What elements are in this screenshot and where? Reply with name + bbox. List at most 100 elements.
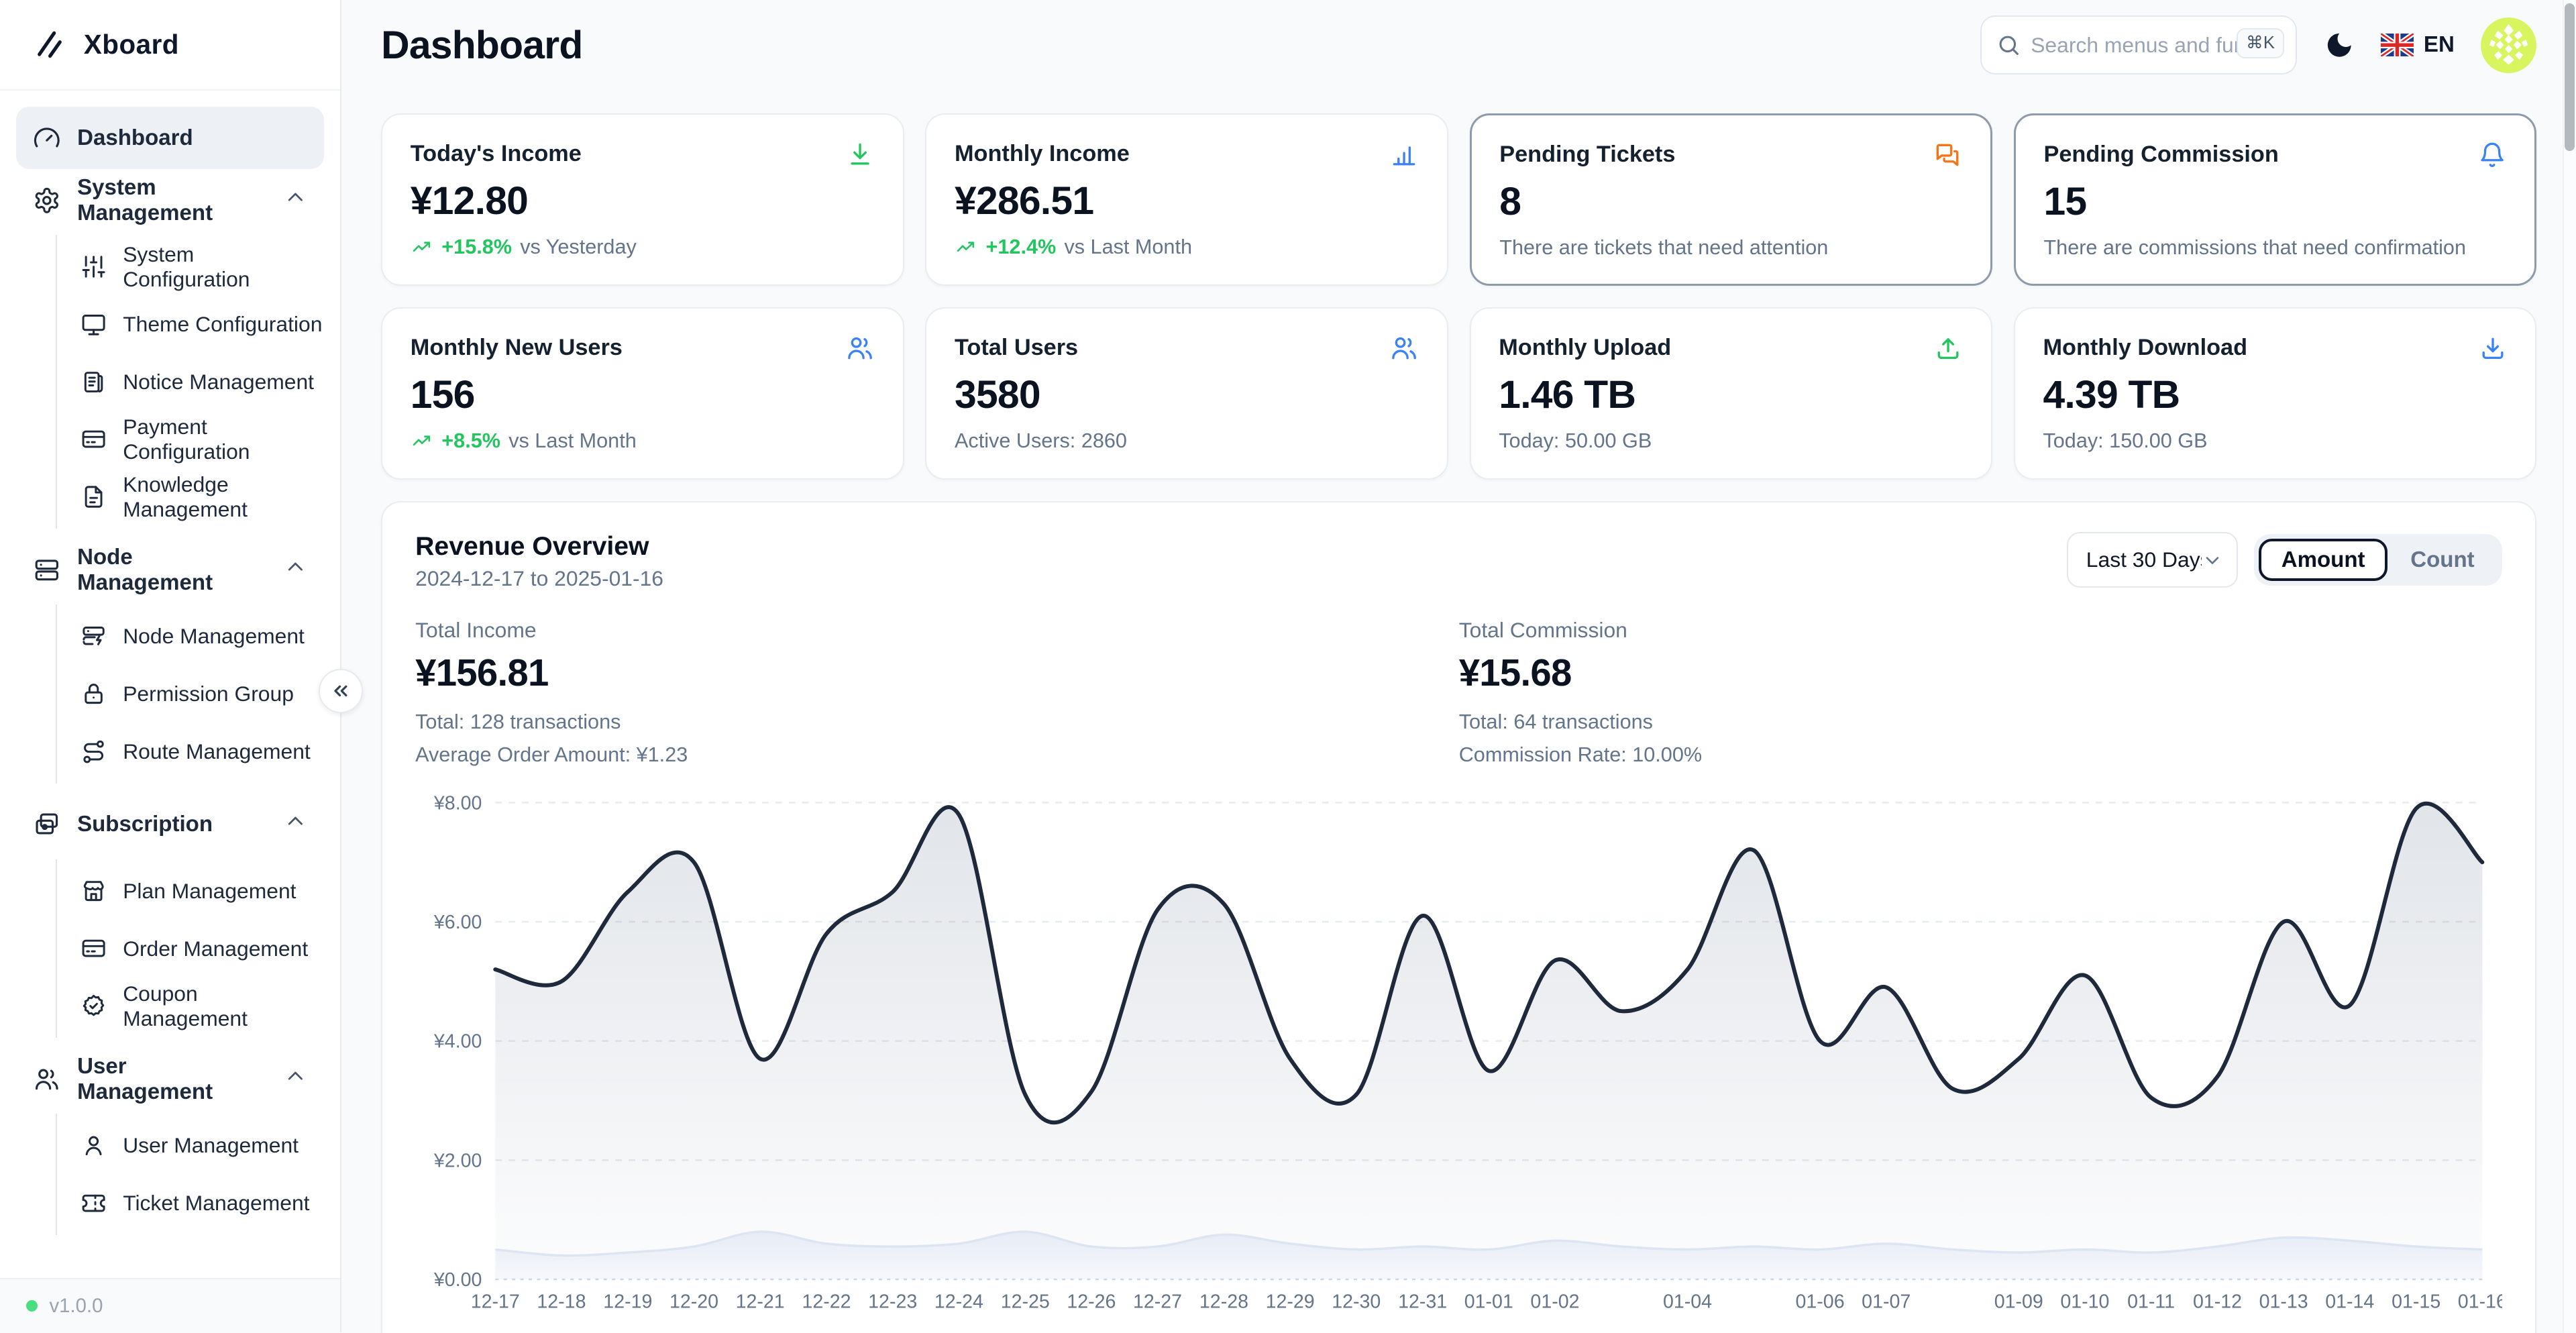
search-icon: [1996, 33, 2021, 58]
sidebar-item-label: Coupon Management: [123, 981, 248, 1030]
card-title: Monthly Download: [2043, 335, 2248, 361]
sidebar-item-node-management[interactable]: Node Management: [57, 608, 324, 665]
chevron-up-icon: [283, 809, 308, 834]
sidebar-item-label: Ticket Management: [123, 1191, 310, 1216]
sidebar-section-label: System Management: [77, 174, 213, 225]
sidebar-item-system-configuration[interactable]: System Configuration: [57, 238, 324, 296]
svg-text:01-02: 01-02: [1531, 1291, 1580, 1313]
sidebar-item-theme-configuration[interactable]: Theme Configuration: [57, 296, 324, 354]
status-dot: [26, 1300, 38, 1312]
svg-text:01-07: 01-07: [1862, 1291, 1911, 1313]
svg-text:01-10: 01-10: [2061, 1291, 2110, 1313]
sidebar-item-ticket-management[interactable]: Ticket Management: [57, 1175, 324, 1232]
card-subtitle: There are tickets that need attention: [1499, 235, 1829, 259]
users-icon: [33, 1065, 61, 1094]
sidebar-section-user-management[interactable]: User Management: [16, 1048, 323, 1110]
chevron-up-icon: [283, 555, 308, 580]
search-box[interactable]: ⌘K: [1980, 15, 2298, 75]
sidebar-children: System Configuration Theme Configuration N…: [56, 235, 324, 529]
stat-card-pending-tickets: Pending Tickets 8 There are tickets that…: [1469, 113, 1993, 286]
trend-suffix: vs Last Month: [508, 429, 637, 452]
card-value: 1.46 TB: [1499, 373, 1636, 417]
card-value: 4.39 TB: [2043, 373, 2180, 417]
sidebar-item-coupon-management[interactable]: Coupon Management: [57, 977, 324, 1035]
card-value: ¥286.51: [955, 179, 1094, 223]
stat-card-monthly-new-users: Monthly New Users 156 +8.5% vs Last Month: [381, 307, 904, 480]
svg-text:01-14: 01-14: [2325, 1291, 2374, 1313]
dark-mode-toggle[interactable]: [2324, 30, 2355, 61]
trending-up-icon: [411, 429, 433, 452]
sidebar-collapse-button[interactable]: [319, 668, 364, 713]
sidebar-item-label: Node Management: [123, 624, 305, 649]
upload-tray-icon: [1933, 333, 1963, 363]
revenue-chart-svg: ¥0.00 ¥2.00 ¥4.00 ¥6.00 ¥8.00 12-17 12-18 12-19…: [433, 793, 2502, 1313]
scrollbar-thumb[interactable]: [2564, 3, 2575, 152]
download-tray-icon: [2478, 333, 2508, 363]
brand-name: Xboard: [83, 28, 179, 60]
sidebar-children: Node Management Permission Group Route Man…: [56, 604, 324, 784]
svg-text:01-11: 01-11: [2127, 1291, 2175, 1313]
xboard-logo-icon: [30, 25, 69, 64]
moon-icon: [2324, 30, 2355, 61]
download-line-icon: [845, 140, 875, 169]
wallet-cards-icon: [33, 810, 61, 839]
svg-text:12-26: 12-26: [1067, 1291, 1116, 1313]
card-title: Monthly Income: [955, 141, 1130, 167]
sidebar-item-plan-management[interactable]: Plan Management: [57, 862, 324, 920]
sidebar-section-label: User Management: [77, 1053, 213, 1104]
store-icon: [80, 878, 107, 904]
total-commission-block: Total Commission ¥15.68 Total: 64 transa…: [1459, 618, 2503, 771]
svg-text:12-17: 12-17: [471, 1291, 520, 1313]
sidebar-item-dashboard[interactable]: Dashboard: [16, 107, 324, 170]
trend-suffix: vs Last Month: [1064, 235, 1192, 258]
sidebar-item-payment-configuration[interactable]: Payment Configuration: [57, 411, 324, 468]
sidebar-section-label: Node Management: [77, 544, 213, 595]
svg-text:12-28: 12-28: [1199, 1291, 1248, 1313]
total-income-block: Total Income ¥156.81 Total: 128 transact…: [415, 618, 1459, 771]
sidebar-item-order-management[interactable]: Order Management: [57, 920, 324, 977]
monitor-icon: [80, 311, 107, 337]
total-income-label: Total Income: [415, 617, 537, 642]
vertical-scrollbar[interactable]: [2563, 0, 2576, 1333]
average-order-amount: Average Order Amount: ¥1.23: [415, 743, 688, 766]
revenue-area-chart: ¥0.00 ¥2.00 ¥4.00 ¥6.00 ¥8.00 12-17 12-18 12-19…: [415, 784, 2502, 1333]
date-range-select[interactable]: Last 30 Days: [2066, 531, 2238, 588]
badge-check-icon: [80, 993, 107, 1019]
sidebar-section-node-management[interactable]: Node Management: [16, 539, 323, 601]
sidebar-item-notice-management[interactable]: Notice Management: [57, 353, 324, 411]
commission-rate: Commission Rate: 10.00%: [1458, 743, 1703, 766]
language-selector[interactable]: EN: [2381, 32, 2455, 58]
svg-text:12-30: 12-30: [1332, 1291, 1381, 1313]
card-value: 156: [410, 373, 476, 417]
sidebar-item-route-management[interactable]: Route Management: [57, 723, 324, 780]
file-text-icon: [80, 484, 107, 510]
sidebar-section-subscription[interactable]: Subscription: [16, 794, 323, 856]
sidebar: Xboard Dashboard System Management System …: [0, 0, 342, 1333]
card-title: Monthly Upload: [1499, 335, 1672, 361]
user-avatar[interactable]: [2481, 17, 2537, 73]
gauge-icon: [33, 124, 61, 152]
stat-card-pending-commission: Pending Commission 15 There are commissi…: [2013, 113, 2537, 286]
sidebar-item-permission-group[interactable]: Permission Group: [57, 665, 324, 723]
search-input[interactable]: [2031, 32, 2247, 58]
revenue-title: Revenue Overview: [415, 531, 649, 561]
trend-value: +12.4%: [985, 235, 1057, 258]
toggle-amount-button[interactable]: Amount: [2259, 539, 2387, 581]
sidebar-section-system-management[interactable]: System Management: [16, 169, 323, 231]
total-commission-label: Total Commission: [1458, 617, 1627, 642]
chevron-down-icon: [2202, 549, 2223, 571]
toggle-count-button[interactable]: Count: [2387, 539, 2498, 580]
stat-card-monthly-download: Monthly Download 4.39 TB Today: 150.00 G…: [2013, 307, 2537, 480]
server-bolt-icon: [80, 623, 107, 649]
ticket-icon: [80, 1190, 107, 1216]
sidebar-item-user-management[interactable]: User Management: [57, 1117, 324, 1175]
total-commission-value: ¥15.68: [1458, 651, 1572, 694]
svg-text:12-18: 12-18: [537, 1291, 586, 1313]
card-title: Pending Tickets: [1499, 142, 1676, 168]
server-icon: [33, 556, 61, 584]
sidebar-item-knowledge-management[interactable]: Knowledge Management: [57, 468, 324, 526]
user-icon: [80, 1132, 107, 1159]
sidebar-section-label: Subscription: [77, 812, 213, 837]
card-title: Monthly New Users: [410, 335, 623, 361]
credit-card-icon: [80, 935, 107, 961]
